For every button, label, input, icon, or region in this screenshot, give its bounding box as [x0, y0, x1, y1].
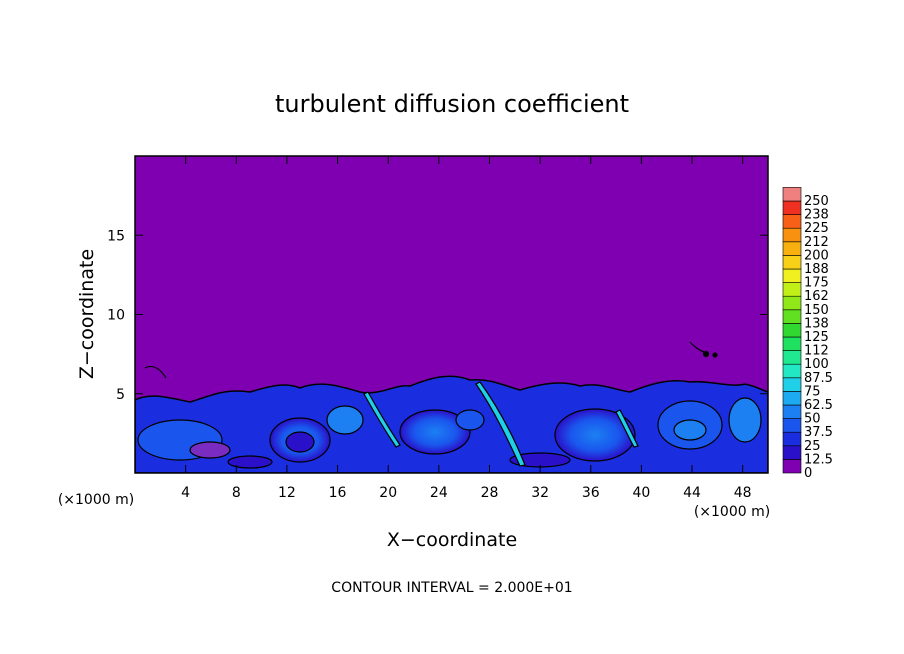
colorbar-label: 37.5 [804, 425, 833, 440]
y-tick-label: 10 [107, 308, 125, 324]
colorbar-label: 25 [804, 439, 821, 454]
x-tick-label: 4 [181, 485, 190, 501]
colorbar-swatch [782, 363, 802, 379]
colorbar: 012.52537.55062.57587.510011212513815016… [782, 187, 833, 481]
colorbar-label: 62.5 [804, 398, 833, 413]
colorbar-label: 0 [804, 466, 812, 481]
colorbar-label: 238 [804, 208, 829, 223]
colorbar-label: 250 [804, 194, 829, 209]
x-tick-label: 24 [430, 485, 448, 501]
colorbar-swatch [782, 214, 802, 229]
colorbar-swatch [782, 268, 802, 283]
x-tick-label: 32 [531, 485, 549, 501]
colorbar-label: 212 [804, 235, 829, 250]
colorbar-swatch [782, 255, 802, 270]
x-tick-label: 40 [632, 485, 650, 501]
colorbar-swatch [782, 187, 802, 202]
colorbar-label: 125 [804, 330, 829, 345]
contour-interval-label: CONTOUR INTERVAL = 2.000E+01 [331, 580, 572, 596]
colorbar-swatch [782, 445, 802, 460]
x-axis-label: X−coordinate [387, 529, 517, 551]
colorbar-label: 12.5 [804, 452, 833, 467]
x-tick-label: 20 [379, 485, 397, 501]
x-tick-label: 36 [582, 485, 600, 501]
chart-title: turbulent diffusion coefficient [275, 90, 629, 118]
colorbar-swatch [782, 418, 802, 433]
colorbar-swatch [782, 323, 802, 338]
colorbar-swatch [782, 241, 802, 256]
colorbar-swatch [782, 295, 802, 311]
colorbar-swatch [782, 200, 802, 215]
colorbar-swatch [782, 404, 802, 419]
colorbar-label: 162 [804, 289, 829, 304]
small-contours [144, 341, 718, 379]
x-tick-labels: 4 8 12 16 20 24 28 32 36 40 44 48 [181, 485, 751, 501]
colorbar-swatch [782, 350, 802, 365]
eddy-structures [137, 381, 762, 469]
colorbar-label: 87.5 [804, 371, 833, 386]
colorbar-swatch [782, 309, 802, 324]
colorbar-label: 50 [804, 412, 821, 427]
colorbar-swatch [782, 336, 802, 351]
y-axis-label: Z−coordinate [76, 249, 98, 379]
colorbar-swatch [782, 459, 802, 474]
x-tick-label: 12 [278, 485, 296, 501]
x-unit-right: (×1000 m) [694, 504, 770, 520]
plot-area [135, 156, 768, 473]
colorbar-label: 188 [804, 262, 829, 277]
y-tick-label: 15 [107, 228, 125, 244]
x-tick-label: 28 [481, 485, 499, 501]
colorbar-swatch [782, 391, 802, 406]
x-tick-label: 8 [232, 485, 241, 501]
x-tick-label: 44 [683, 485, 701, 501]
colorbar-swatch [782, 431, 802, 447]
colorbar-label: 75 [804, 384, 821, 399]
colorbar-label: 138 [804, 316, 829, 331]
axis-ticks [135, 156, 768, 473]
colorbar-label: 100 [804, 357, 829, 372]
y-tick-labels: 5 10 15 [107, 228, 125, 403]
x-tick-label: 48 [734, 485, 752, 501]
colorbar-label: 175 [804, 276, 829, 291]
colorbar-label: 225 [804, 221, 829, 236]
colorbar-swatch [782, 282, 802, 297]
colorbar-label: 112 [804, 344, 829, 359]
colorbar-label: 150 [804, 303, 829, 318]
colorbar-label: 200 [804, 248, 829, 263]
colorbar-swatch [782, 377, 802, 392]
colorbar-swatch [782, 227, 802, 243]
y-tick-label: 5 [116, 387, 125, 403]
x-tick-label: 16 [329, 485, 347, 501]
x-unit-left: (×1000 m) [58, 492, 134, 508]
